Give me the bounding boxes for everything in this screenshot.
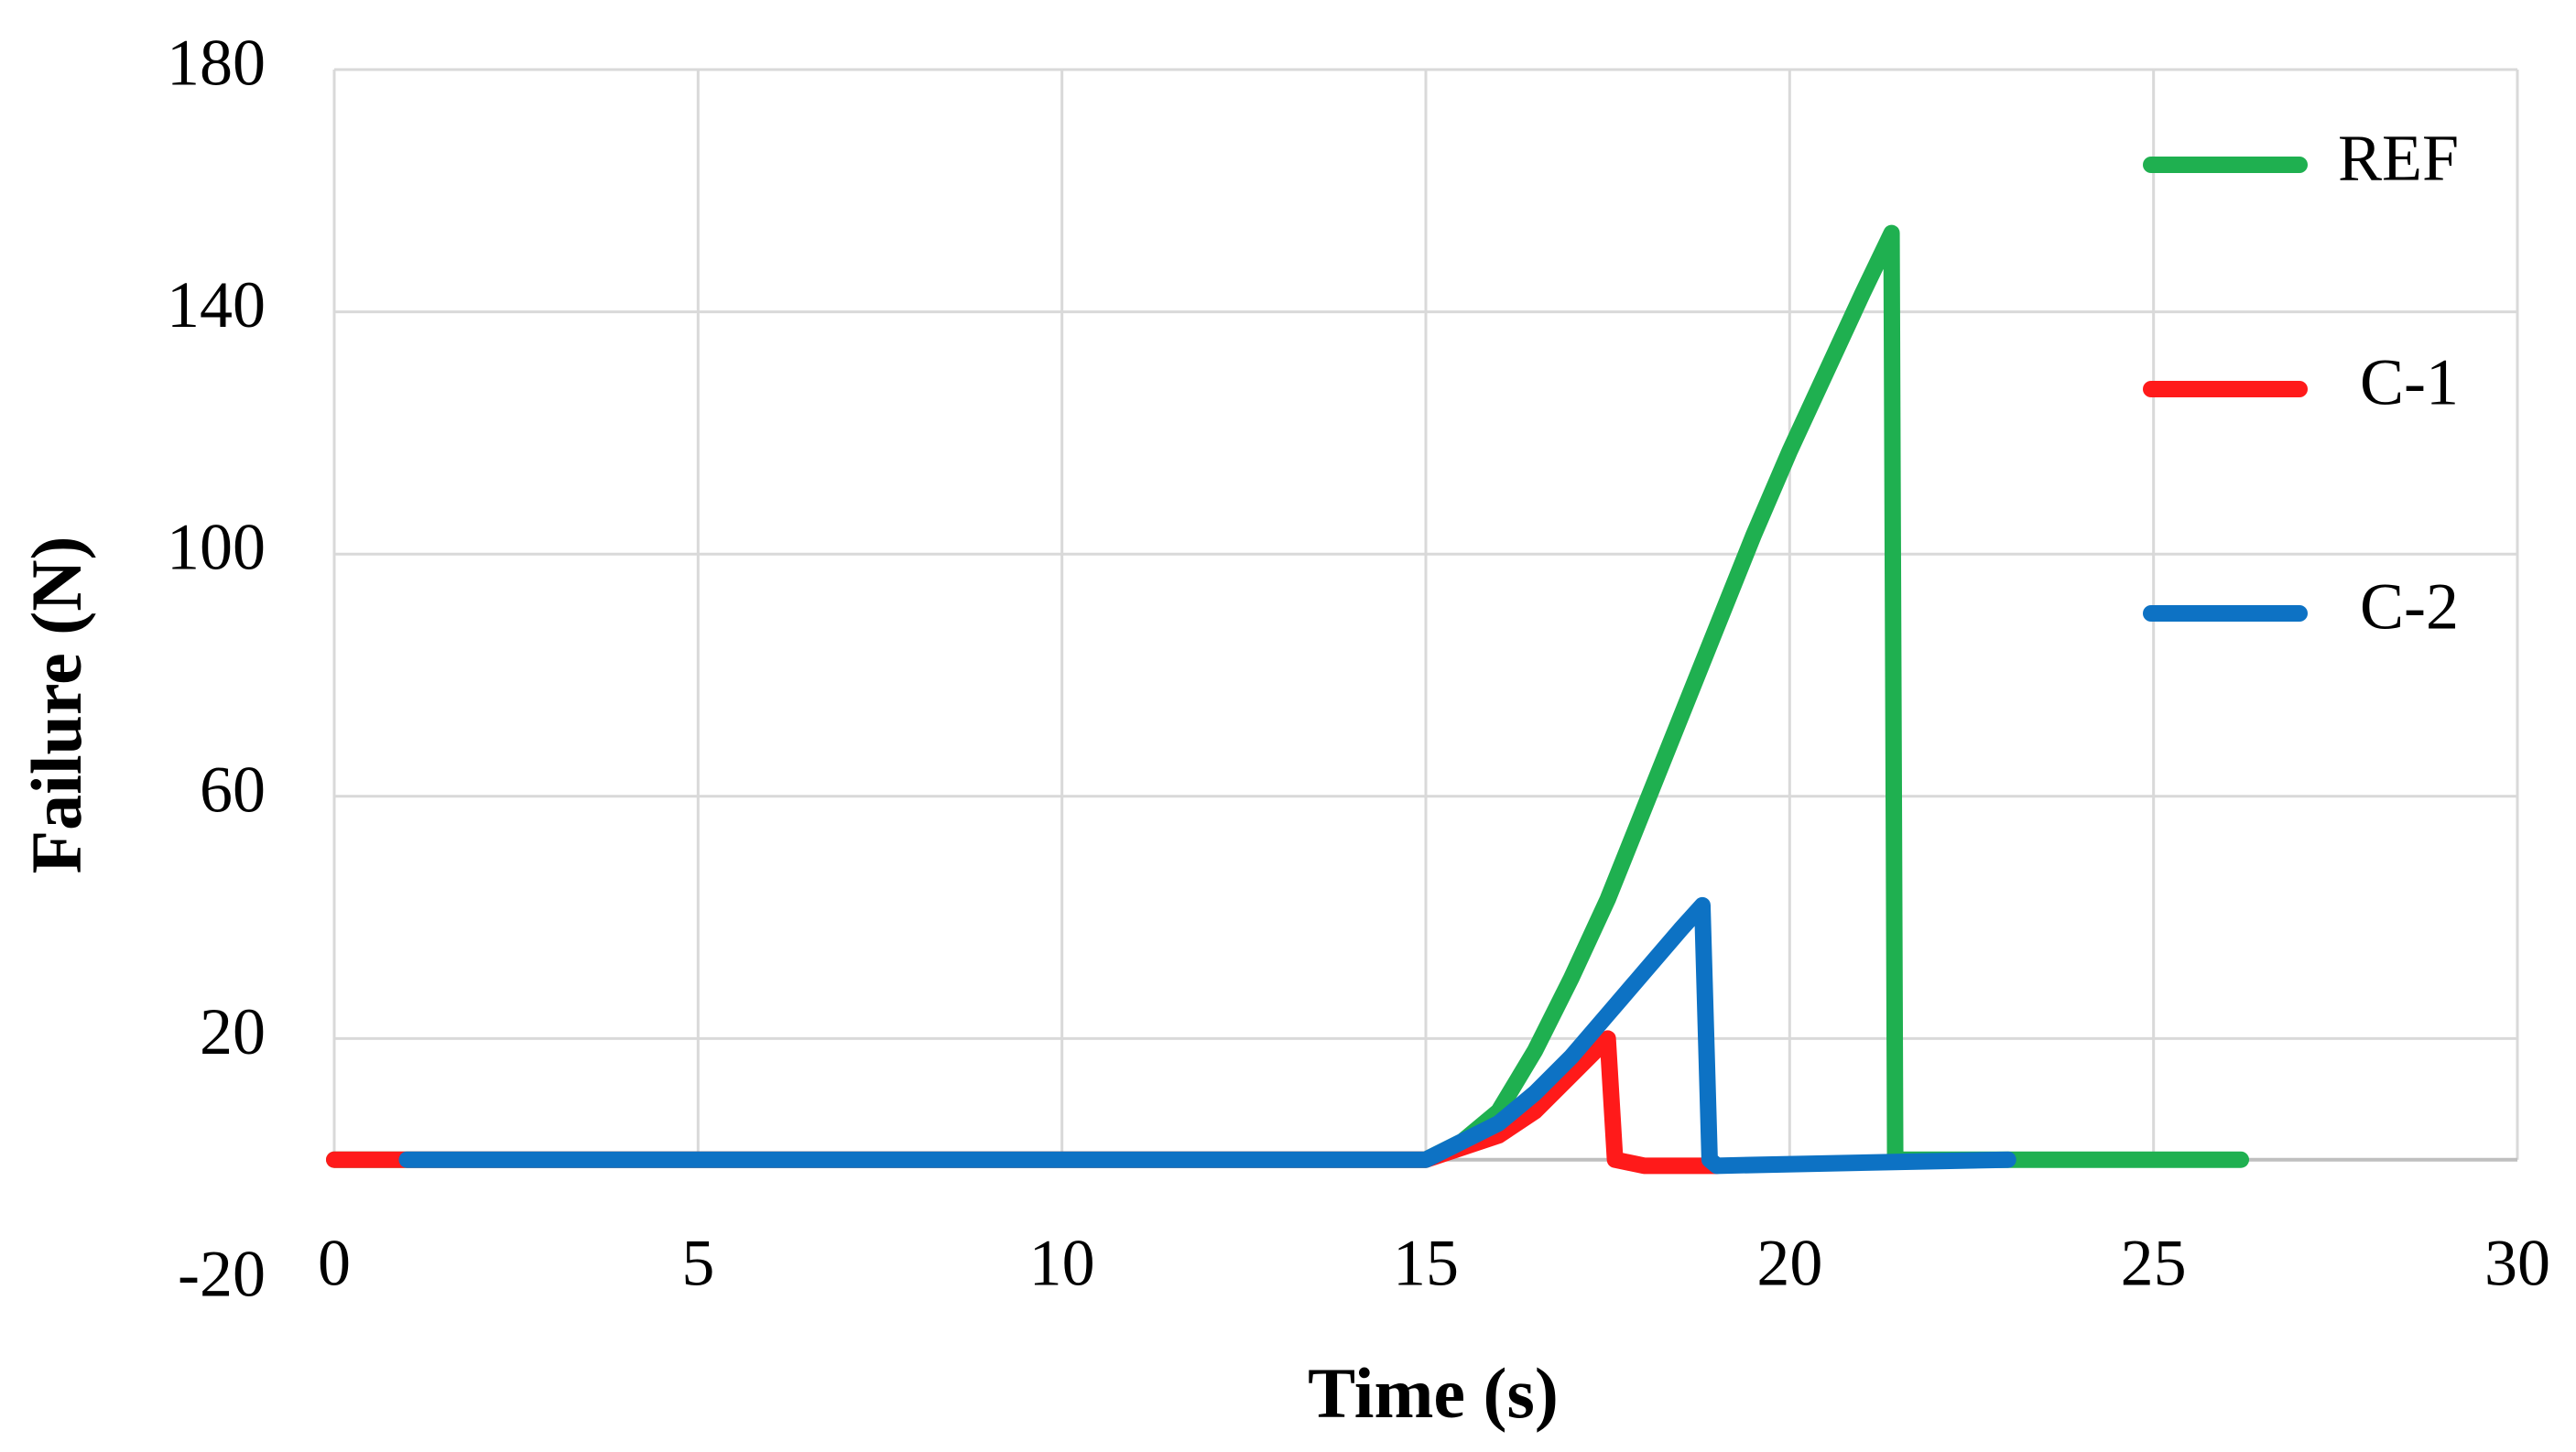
legend-label: REF — [2338, 122, 2459, 195]
x-axis-title: Time (s) — [1308, 1353, 1559, 1433]
x-tick-label: 30 — [2484, 1227, 2550, 1300]
x-tick-label: 10 — [1029, 1227, 1095, 1300]
data-line — [326, 224, 2250, 1168]
x-tick-label: 15 — [1393, 1227, 1459, 1300]
y-axis-title: Failure (N) — [16, 536, 96, 874]
x-tick-label: 0 — [318, 1227, 351, 1300]
y-tick-label: 100 — [167, 511, 266, 584]
y-tick-label: 20 — [200, 995, 266, 1068]
legend-label: C-2 — [2360, 570, 2459, 644]
y-tick-label: 140 — [167, 268, 266, 341]
legend-label: C-1 — [2360, 346, 2459, 419]
y-tick-label: 60 — [200, 753, 266, 826]
y-tick-label: -20 — [178, 1238, 266, 1311]
x-tick-label: 5 — [681, 1227, 714, 1300]
x-tick-label: 25 — [2121, 1227, 2187, 1300]
x-tick-label: 20 — [1756, 1227, 1822, 1300]
data-line — [398, 896, 2016, 1175]
y-tick-label: 180 — [167, 27, 266, 100]
